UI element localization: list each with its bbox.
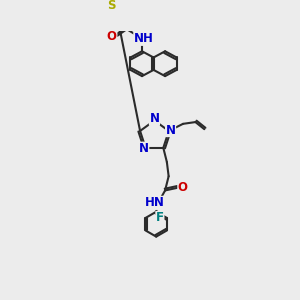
Text: O: O [178, 181, 188, 194]
Text: F: F [156, 212, 164, 224]
Text: HN: HN [145, 196, 164, 209]
Text: N: N [149, 112, 159, 125]
Text: NH: NH [134, 32, 154, 45]
Text: N: N [166, 124, 176, 136]
Text: O: O [107, 30, 117, 43]
Text: N: N [139, 142, 149, 155]
Text: S: S [107, 0, 115, 13]
